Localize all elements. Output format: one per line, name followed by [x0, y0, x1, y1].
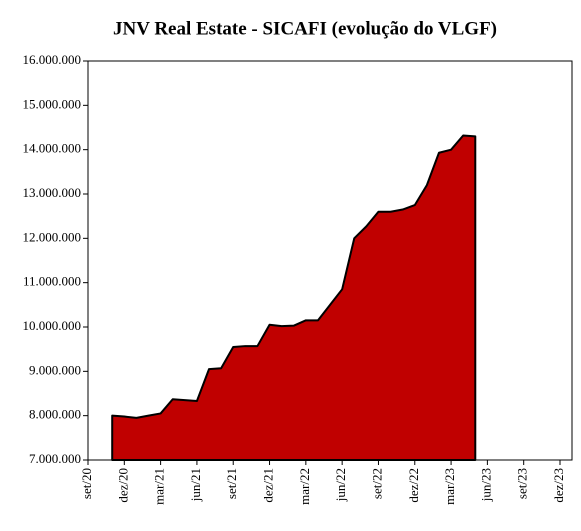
x-tick-label: dez/23	[551, 468, 566, 503]
x-tick-label: dez/21	[261, 468, 276, 503]
x-tick-label: jun/21	[188, 468, 203, 502]
x-tick-label: jun/22	[333, 468, 348, 502]
x-tick-label: set/20	[79, 468, 94, 499]
x-tick-label: set/21	[224, 468, 239, 499]
y-tick-label: 8.000.000	[29, 407, 81, 422]
y-tick-label: 10.000.000	[23, 318, 82, 333]
x-tick-label: mar/23	[442, 468, 457, 505]
y-tick-label: 7.000.000	[29, 451, 81, 466]
y-tick-label: 15.000.000	[23, 96, 82, 111]
x-tick-label: mar/22	[297, 468, 312, 505]
y-tick-label: 9.000.000	[29, 362, 81, 377]
x-tick-label: dez/20	[115, 468, 130, 503]
y-tick-label: 11.000.000	[23, 274, 81, 289]
y-tick-label: 12.000.000	[23, 229, 82, 244]
plot-frame	[87, 60, 573, 461]
x-tick-label: dez/22	[406, 468, 421, 503]
y-tick-label: 14.000.000	[23, 141, 82, 156]
x-tick-label: mar/21	[152, 468, 167, 505]
chart-title: JNV Real Estate - SICAFI (evolução do VL…	[113, 18, 497, 39]
x-tick-label: set/22	[369, 468, 384, 499]
area	[111, 134, 477, 461]
x-tick-label: set/23	[515, 468, 530, 499]
x-tick-label: jun/23	[478, 468, 493, 502]
y-tick-label: 16.000.000	[23, 52, 82, 67]
y-tick-label: 13.000.000	[23, 185, 82, 200]
